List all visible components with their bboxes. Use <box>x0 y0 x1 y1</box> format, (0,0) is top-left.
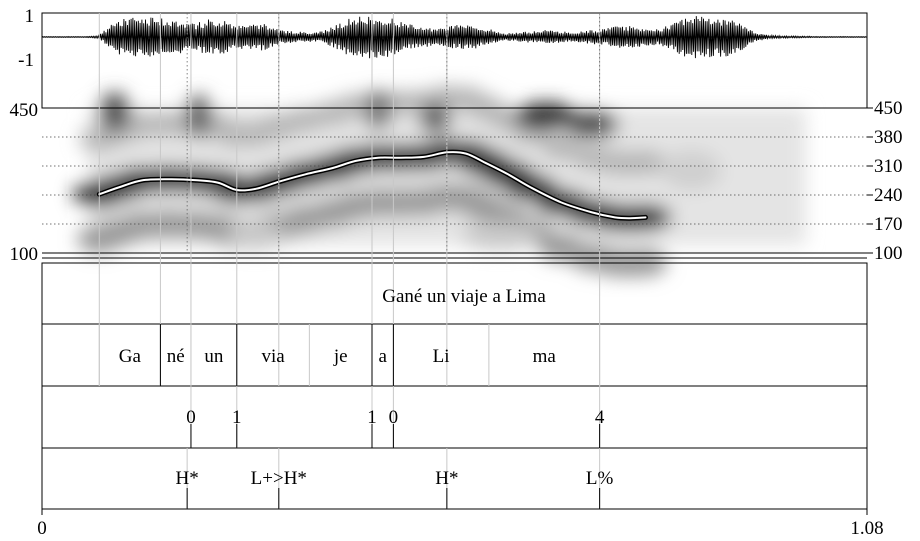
spectrogram-band <box>623 248 668 277</box>
time-axis: 0 1.08 <box>37 509 884 539</box>
syllable-label: via <box>261 346 285 367</box>
spectrogram-band <box>541 135 582 160</box>
spectrogram-band <box>625 150 666 175</box>
pitch-right-tick-label: 170 <box>874 214 903 235</box>
time-axis-end-label: 1.08 <box>850 518 883 539</box>
syllable-label: ma <box>533 346 557 367</box>
pitch-left-bottom-label: 100 <box>10 244 39 265</box>
break-index-label: 0 <box>186 407 196 428</box>
pitch-gridlines <box>42 136 867 225</box>
spectrogram-shading <box>73 85 806 278</box>
syllable-tier: Ga né un via je a Li ma <box>119 346 557 367</box>
spectrogram-band <box>225 222 286 251</box>
tone-tier: H* L+>H* H* L% <box>176 468 614 489</box>
spectrogram-band <box>184 94 213 139</box>
waveform-signal <box>41 16 867 59</box>
tone-label: L+>H* <box>251 468 307 489</box>
break-index-label: 4 <box>595 407 605 428</box>
pitch-right-tick-label: 450 <box>874 98 903 119</box>
syllable-label: né <box>167 346 185 367</box>
break-index-label: 1 <box>232 407 242 428</box>
syllable-label: je <box>333 346 348 367</box>
waveform-amplitude-top: 1 <box>25 6 35 27</box>
pitch-right-tick-label: 310 <box>874 156 903 177</box>
spectrogram-band <box>514 102 579 131</box>
syllable-label: un <box>204 346 224 367</box>
spectrogram-band <box>419 102 452 135</box>
spectrogram-band <box>364 90 393 131</box>
spectrogram-band <box>566 110 618 139</box>
tier-frame <box>41 447 868 510</box>
break-index-label: 1 <box>367 407 377 428</box>
pitch-right-tick-label: 100 <box>874 243 903 264</box>
pitch-right-axis: 450 380 310 240 170 100 <box>867 98 903 264</box>
tier-frame <box>41 385 868 449</box>
pitch-right-tick-label: 240 <box>874 185 903 206</box>
pitch-contour <box>98 151 647 220</box>
tone-label: L% <box>586 468 614 489</box>
sentence-tier-text: Gané un viaje a Lima <box>382 286 546 307</box>
spectrogram-band <box>460 222 541 251</box>
tone-label: H* <box>435 468 458 489</box>
spectrogram-band <box>661 150 722 191</box>
syllable-label: a <box>378 346 387 367</box>
pitch-panel: 450 100 450 380 310 240 170 100 <box>10 85 903 278</box>
syllable-label: Ga <box>119 346 142 367</box>
syllable-label: Li <box>433 346 450 367</box>
spectrogram-band <box>98 92 131 133</box>
break-index-label: 0 <box>389 407 399 428</box>
waveform-amplitude-bottom: -1 <box>18 50 34 71</box>
time-axis-start-label: 0 <box>37 518 47 539</box>
pitch-right-tick-label: 380 <box>874 127 903 148</box>
tone-label: H* <box>176 468 199 489</box>
pitch-left-top-label: 450 <box>10 100 39 121</box>
